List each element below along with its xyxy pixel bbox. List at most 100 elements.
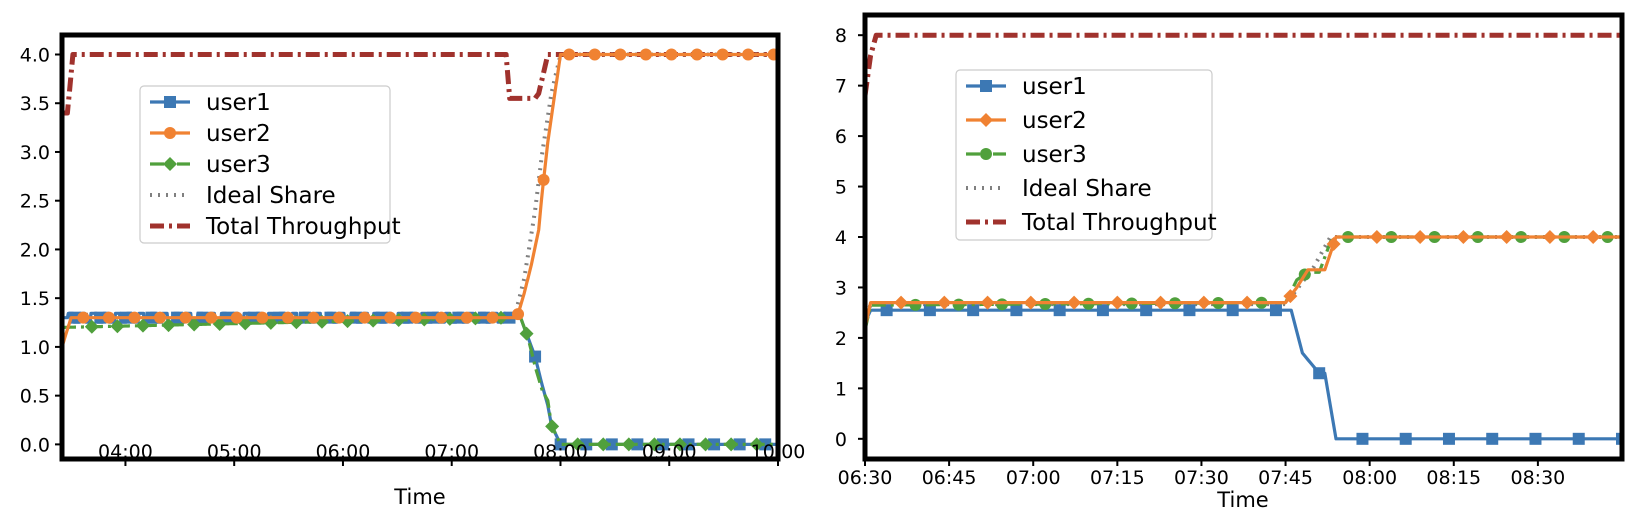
- legend-item: user1: [150, 90, 271, 116]
- legend-marker: [163, 157, 177, 171]
- y-tick-label: 3.5: [20, 93, 50, 115]
- data-point: [154, 311, 167, 324]
- data-point: [1226, 304, 1239, 317]
- data-point: [1283, 289, 1298, 304]
- data-point: [102, 311, 115, 324]
- y-tick-label: 4: [835, 227, 847, 249]
- legend-label: Ideal Share: [206, 183, 336, 209]
- legend-item: user3: [966, 142, 1087, 168]
- x-tick-label: 09:00: [642, 441, 697, 463]
- x-axis-label: Time: [1216, 488, 1268, 510]
- x-tick-label: 08:00: [533, 441, 588, 463]
- data-point: [759, 438, 772, 451]
- data-point: [894, 295, 909, 310]
- data-point: [281, 311, 294, 324]
- x-tick-label: 08:15: [1426, 467, 1481, 489]
- legend-marker: [980, 80, 992, 92]
- data-point: [187, 317, 202, 332]
- data-point: [1542, 230, 1557, 244]
- y-tick-label: 1.0: [20, 337, 50, 359]
- data-point: [1240, 295, 1255, 310]
- legend-item: user2: [966, 108, 1087, 134]
- legend-marker: [164, 127, 176, 139]
- data-point: [952, 298, 965, 311]
- y-tick-label: 8: [835, 25, 847, 47]
- x-tick-label: 04:00: [98, 441, 153, 463]
- data-point: [256, 311, 269, 324]
- legend-item: user2: [150, 121, 271, 147]
- data-point: [937, 295, 952, 310]
- x-tick-label: 07:15: [1090, 467, 1145, 489]
- data-point: [333, 311, 346, 324]
- series-line-user1: [62, 311, 778, 446]
- legend-label: Total Throughput: [205, 214, 401, 240]
- chart-right: 06:30 06:45 07:00 07:15 07:30 07:45 08:00 08:15…: [835, 12, 1625, 510]
- data-point: [1140, 304, 1153, 317]
- data-point: [672, 437, 687, 452]
- data-point: [570, 437, 585, 452]
- data-point: [77, 311, 90, 324]
- y-tick-label: 1.5: [20, 288, 50, 310]
- legend-item: Total Throughput: [150, 214, 401, 240]
- data-point: [980, 295, 995, 310]
- series-line-user1: [865, 308, 1622, 441]
- legend: user1 user2 user3 Ideal Share Total Throughp…: [139, 85, 401, 244]
- x-tick-label: 06:45: [922, 467, 977, 489]
- data-point: [1529, 432, 1542, 445]
- data-point: [1356, 432, 1369, 445]
- data-point: [605, 438, 618, 451]
- y-tick-label: 6: [835, 126, 847, 148]
- data-point: [1586, 230, 1601, 244]
- data-point: [519, 326, 534, 341]
- y-tick-label: 2: [835, 328, 847, 350]
- data-point: [621, 437, 636, 452]
- data-point: [409, 311, 422, 324]
- y-tick-label: 2.0: [20, 239, 50, 261]
- data-point: [230, 311, 243, 324]
- legend-item: Ideal Share: [966, 176, 1152, 202]
- y-tick-label: 3: [835, 277, 847, 299]
- series-line-user3: [62, 316, 778, 446]
- series-markers-user3: [84, 310, 764, 452]
- data-point: [1067, 295, 1082, 310]
- y-tick-label: 2.5: [20, 191, 50, 213]
- data-point: [486, 311, 499, 324]
- y-tick-label: 5: [835, 177, 847, 199]
- data-point: [749, 437, 764, 452]
- data-point: [1269, 304, 1282, 317]
- legend-box: [139, 85, 391, 244]
- data-point: [1153, 295, 1168, 310]
- data-point: [435, 311, 448, 324]
- data-point: [1442, 432, 1455, 445]
- legend-item: Ideal Share: [150, 183, 336, 209]
- legend-label: user2: [1022, 108, 1087, 134]
- y-tick-label: 3.0: [20, 142, 50, 164]
- data-point: [1486, 432, 1499, 445]
- x-tick-label: 07:00: [424, 441, 479, 463]
- y-tick-label: 1: [835, 378, 847, 400]
- data-point: [1183, 304, 1196, 317]
- data-point: [358, 311, 371, 324]
- data-point: [682, 438, 695, 451]
- x-tick-label: 05:00: [207, 441, 262, 463]
- x-tick-label: 07:00: [1006, 467, 1061, 489]
- legend-label: user1: [206, 90, 271, 116]
- data-point: [665, 48, 678, 61]
- legend-item: Total Throughput: [966, 210, 1217, 236]
- data-point: [307, 311, 320, 324]
- data-point: [1499, 230, 1514, 244]
- x-tick-label: 07:30: [1174, 467, 1229, 489]
- data-point: [1196, 295, 1211, 310]
- series-markers-user2: [77, 48, 778, 324]
- data-point: [724, 437, 739, 452]
- legend-label: user3: [206, 152, 271, 178]
- data-point: [647, 437, 662, 452]
- data-point: [733, 438, 746, 451]
- y-tick-label: 0.5: [20, 386, 50, 408]
- data-point: [1616, 432, 1622, 445]
- data-point: [698, 437, 713, 452]
- y-tick-label: 0.0: [20, 434, 50, 456]
- x-tick-label: 08:30: [1511, 467, 1566, 489]
- data-point: [596, 437, 611, 452]
